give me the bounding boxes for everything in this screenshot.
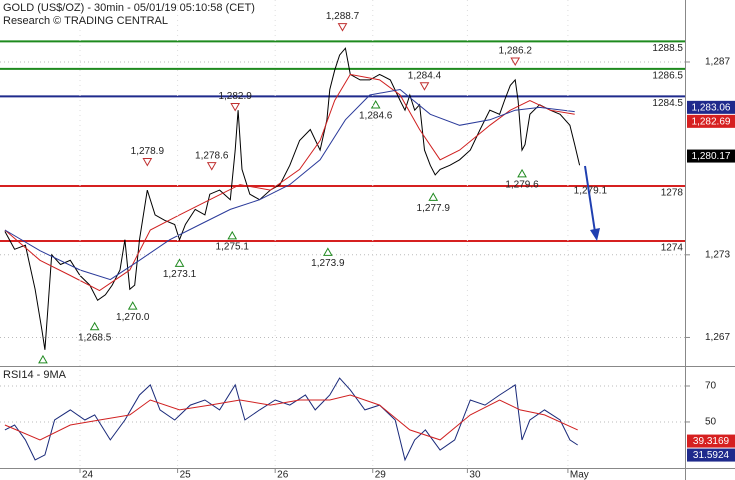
chart-subtitle: Research © TRADING CENTRAL bbox=[3, 15, 168, 27]
annotation-label: 1,277.9 bbox=[417, 203, 451, 214]
forecast-arrowhead bbox=[590, 228, 600, 241]
chart-title: GOLD (US$/OZ) - 30min - 05/01/19 05:10:5… bbox=[3, 2, 255, 14]
high-marker bbox=[142, 158, 153, 167]
high-marker bbox=[230, 102, 241, 112]
price-box-label: 1,282.69 bbox=[692, 116, 731, 127]
low-marker bbox=[227, 230, 238, 240]
annotation-label: 1,278.6 bbox=[195, 150, 229, 161]
y-tick-label: 1,267 bbox=[705, 332, 730, 343]
level-label: 1286.5 bbox=[652, 71, 683, 82]
level-label: 1288.5 bbox=[652, 43, 683, 54]
y-tick-label: 70 bbox=[705, 381, 717, 392]
price-box bbox=[687, 100, 735, 114]
annotation-label: 1,284.6 bbox=[359, 111, 393, 122]
price-box-label: 31.5924 bbox=[693, 450, 730, 461]
low-marker bbox=[174, 258, 185, 267]
low-marker bbox=[89, 321, 100, 331]
high-marker bbox=[206, 162, 217, 171]
low-marker bbox=[517, 168, 527, 178]
x-tick-label: 24 bbox=[82, 470, 94, 480]
x-tick-label: May bbox=[570, 470, 589, 480]
forecast-arrow bbox=[584, 165, 596, 233]
price-box bbox=[687, 448, 735, 462]
low-marker bbox=[38, 354, 48, 364]
high-marker bbox=[510, 57, 521, 67]
price-box-label: 1,283.06 bbox=[692, 102, 731, 113]
annotation-label: 1,279.1 bbox=[574, 185, 608, 196]
series-line bbox=[4, 47, 581, 350]
series-line bbox=[4, 394, 578, 441]
annotation-label: 1,275.1 bbox=[216, 242, 250, 253]
x-tick-label: 25 bbox=[180, 470, 192, 480]
series-line bbox=[4, 88, 575, 281]
annotation-label: 1,284.4 bbox=[408, 70, 442, 81]
annotation-label: 1,286.2 bbox=[499, 46, 533, 57]
level-label: 1278 bbox=[661, 188, 684, 199]
low-marker bbox=[323, 247, 333, 256]
price-box bbox=[687, 434, 735, 448]
price-box bbox=[687, 114, 735, 128]
x-tick-label: 30 bbox=[469, 470, 481, 480]
annotation-label: 1,278.9 bbox=[131, 146, 165, 157]
series-line bbox=[4, 73, 575, 292]
price-box-label: 1,280.17 bbox=[692, 151, 731, 162]
low-marker bbox=[370, 100, 381, 109]
level-label: 1274 bbox=[661, 243, 684, 254]
indicator-title: RSI14 - 9MA bbox=[3, 369, 67, 381]
high-marker bbox=[419, 82, 430, 91]
y-tick-label: 1,273 bbox=[705, 249, 730, 260]
x-tick-label: 26 bbox=[277, 470, 289, 480]
x-tick-label: 29 bbox=[375, 470, 387, 480]
annotation-label: 1,273.1 bbox=[163, 269, 197, 280]
y-tick-label: 50 bbox=[705, 417, 717, 428]
annotation-label: 1,279.6 bbox=[505, 180, 539, 191]
annotation-label: 1,273.9 bbox=[311, 258, 345, 269]
level-label: 1284.5 bbox=[652, 98, 683, 109]
y-tick-label: 1,287 bbox=[705, 57, 730, 68]
annotation-label: 1,288.7 bbox=[326, 11, 360, 22]
annotation-label: 1,270.0 bbox=[116, 312, 150, 323]
annotation-label: 1,282.9 bbox=[218, 91, 252, 102]
high-marker bbox=[337, 23, 348, 32]
annotation-label: 1,268.5 bbox=[78, 332, 112, 343]
price-box-label: 39.3169 bbox=[693, 436, 730, 447]
low-marker bbox=[127, 301, 138, 310]
price-box bbox=[687, 149, 735, 163]
low-marker bbox=[428, 192, 439, 201]
